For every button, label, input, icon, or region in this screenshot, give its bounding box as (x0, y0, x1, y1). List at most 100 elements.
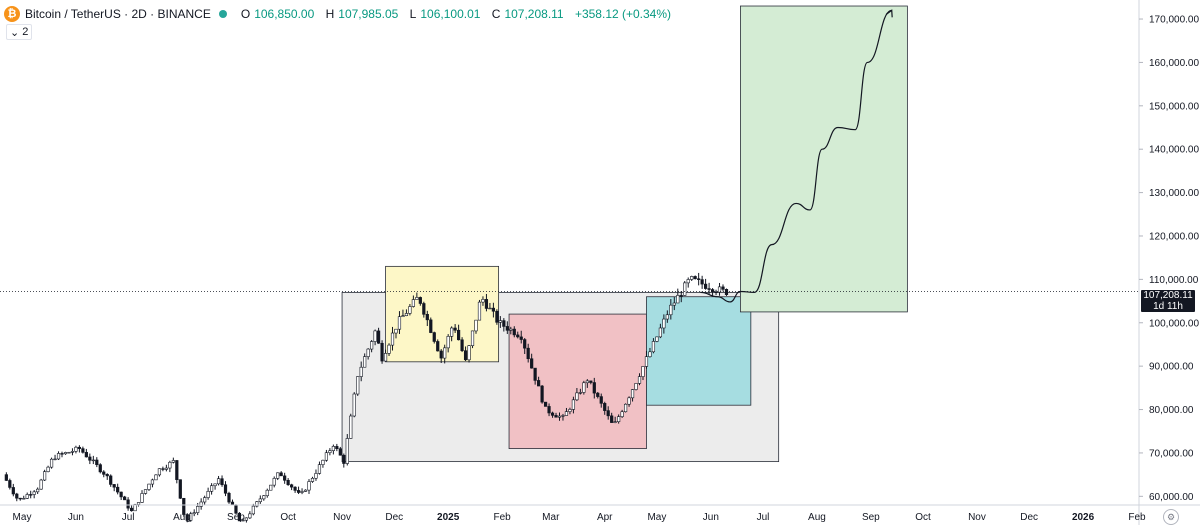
candle-body (401, 315, 405, 318)
candle-body (276, 472, 280, 479)
x-tick-label: May (647, 512, 666, 523)
candle-body (74, 446, 78, 452)
candle-body (603, 403, 607, 411)
candle-body (717, 286, 722, 293)
candle-body (662, 318, 666, 329)
candle-body (11, 487, 15, 495)
candle-body (310, 477, 315, 482)
x-tick-label: Jul (757, 512, 770, 523)
candle-body (651, 341, 656, 353)
candle-body (39, 479, 43, 490)
symbol-title[interactable]: Bitcoin / TetherUS · 2D · BINANCE (25, 7, 211, 21)
x-tick-label: 2026 (1072, 512, 1095, 523)
candle-body (29, 494, 33, 496)
candle-body (63, 452, 68, 455)
market-status-dot-icon (218, 10, 227, 18)
candle-body (606, 410, 610, 417)
candle-body (359, 366, 363, 377)
candle-body (683, 282, 687, 296)
candle-body (230, 501, 235, 506)
candle-body (356, 376, 360, 395)
candle-body (596, 392, 600, 397)
candle-body (672, 302, 676, 306)
candle-body (686, 279, 690, 284)
candle-body (429, 319, 433, 333)
change-value: +358.12 (+0.34%) (574, 7, 672, 21)
candle-body (370, 341, 374, 350)
candle-body (203, 497, 207, 503)
candle-body (509, 328, 513, 331)
candle-body (22, 498, 26, 500)
candle-body (467, 345, 471, 361)
candle-body (258, 498, 262, 503)
y-tick-label: 60,000.00 (1149, 492, 1194, 503)
candle-body (484, 299, 489, 309)
candle-body (60, 453, 64, 455)
y-tick-label: 100,000.00 (1149, 318, 1199, 329)
indicators-toggle[interactable]: ⌄ 2 (6, 24, 33, 40)
candle-body (592, 382, 596, 394)
candle-body (251, 505, 255, 515)
candle-body (693, 276, 697, 280)
candle-body (206, 491, 210, 498)
close-value: 107,208.11 (504, 7, 564, 21)
candle-body (216, 478, 221, 485)
candle-body (102, 471, 106, 475)
candle-body (154, 474, 158, 481)
candle-body (700, 279, 704, 285)
candle-body (585, 380, 589, 384)
zone-box-4 (740, 5, 908, 313)
candle-body (543, 401, 548, 407)
candle-body (32, 491, 36, 495)
y-tick-label: 130,000.00 (1149, 188, 1199, 199)
candle-body (676, 295, 680, 304)
candle-body (376, 330, 381, 344)
candle-body (432, 332, 436, 342)
x-tick-label: Mar (542, 512, 560, 523)
gear-icon[interactable]: ⚙ (1163, 509, 1179, 525)
last-price-tag: 107,208.11 1d 11h (1141, 290, 1195, 312)
candle-body (77, 446, 82, 449)
candle-body (140, 493, 144, 503)
candle-body (366, 348, 370, 357)
open-label: O (240, 7, 251, 21)
low-label: L (409, 7, 417, 21)
x-tick-label: May (13, 512, 32, 523)
candle-body (335, 446, 339, 449)
zone-box-2 (508, 313, 647, 449)
candle-body (189, 513, 193, 521)
candle-body (627, 397, 631, 405)
candle-body (269, 484, 273, 491)
candle-body (123, 496, 127, 501)
candle-body (373, 330, 377, 342)
candle-body (721, 286, 725, 290)
candle-body (182, 497, 186, 515)
candle-body (550, 412, 555, 416)
candle-body (644, 356, 649, 367)
y-tick-label: 70,000.00 (1149, 448, 1194, 459)
candle-body (25, 494, 29, 499)
candle-body (582, 382, 586, 393)
candle-body (443, 347, 447, 359)
candle-body (105, 474, 109, 477)
candle-body (724, 289, 729, 295)
bar-countdown: 1d 11h (1153, 301, 1183, 312)
candle-body (255, 501, 259, 507)
x-tick-label: Jul (122, 512, 135, 523)
x-tick-label: Apr (597, 512, 613, 523)
x-tick-label: Jun (68, 512, 84, 523)
candle-body (634, 383, 638, 390)
candle-body (303, 489, 308, 492)
candle-body (331, 446, 335, 451)
x-tick-label: Aug (808, 512, 826, 523)
candle-body (404, 313, 409, 316)
candle-body (241, 519, 245, 522)
x-tick-label: Feb (493, 512, 511, 523)
candle-body (408, 306, 412, 314)
candle-body (457, 329, 461, 341)
projection-curve (700, 9, 892, 303)
candle-body (112, 484, 116, 488)
candle-body (321, 459, 325, 465)
candle-body (690, 276, 694, 280)
